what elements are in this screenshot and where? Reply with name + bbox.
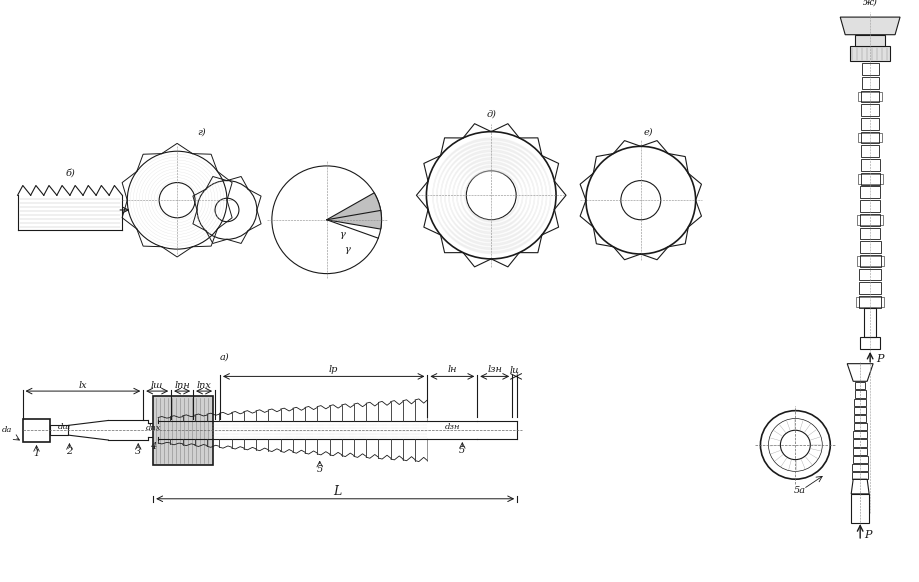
Text: L: L xyxy=(334,485,342,498)
Text: 5: 5 xyxy=(460,446,465,455)
Bar xyxy=(861,132,879,143)
Bar xyxy=(861,146,879,157)
Text: lпн: lпн xyxy=(175,381,190,390)
Bar xyxy=(857,297,884,307)
Wedge shape xyxy=(326,193,381,229)
Text: е): е) xyxy=(644,127,653,136)
Bar xyxy=(860,242,880,253)
Text: dзн: dзн xyxy=(445,423,460,431)
Text: 5: 5 xyxy=(316,465,323,474)
Bar xyxy=(850,47,891,61)
Bar xyxy=(862,63,879,75)
Text: lх: lх xyxy=(79,381,87,390)
Bar xyxy=(859,282,881,294)
Text: dш: dш xyxy=(58,423,71,431)
Bar xyxy=(859,255,880,267)
Bar xyxy=(864,308,876,337)
Bar xyxy=(855,382,866,389)
Text: lц: lц xyxy=(510,365,519,374)
Bar xyxy=(854,431,867,438)
Text: 2: 2 xyxy=(66,448,73,456)
Text: lш: lш xyxy=(151,381,164,390)
Bar xyxy=(851,494,869,523)
Bar xyxy=(858,133,882,143)
Bar xyxy=(854,423,867,430)
Text: lзн: lзн xyxy=(487,365,502,374)
Bar xyxy=(853,439,868,446)
Bar xyxy=(853,456,868,463)
Text: 1: 1 xyxy=(33,449,40,458)
Text: 3: 3 xyxy=(135,448,142,456)
Text: P: P xyxy=(877,354,884,364)
Text: dпх: dпх xyxy=(145,424,161,432)
Bar xyxy=(862,77,879,88)
Bar xyxy=(153,396,213,464)
Bar xyxy=(853,448,868,455)
Bar xyxy=(860,337,880,349)
Text: dа: dа xyxy=(2,426,13,434)
Bar xyxy=(51,425,68,435)
Text: lпх: lпх xyxy=(197,381,211,390)
Text: lн: lн xyxy=(448,365,457,374)
Bar xyxy=(861,159,879,171)
Text: γ: γ xyxy=(344,244,349,254)
Bar xyxy=(855,399,866,406)
Bar xyxy=(860,228,880,239)
Text: б): б) xyxy=(65,168,74,178)
Bar xyxy=(860,186,879,198)
Bar xyxy=(854,407,866,414)
Text: lр: lр xyxy=(329,365,338,374)
Bar xyxy=(852,472,868,479)
Bar xyxy=(855,391,866,398)
Bar xyxy=(23,418,51,442)
Bar xyxy=(857,174,883,183)
Text: 5а: 5а xyxy=(794,487,806,495)
Bar xyxy=(853,464,868,471)
Bar xyxy=(854,415,867,422)
Text: д): д) xyxy=(486,109,496,119)
Bar xyxy=(859,269,880,281)
Text: γ: γ xyxy=(339,230,345,239)
Bar xyxy=(856,35,885,47)
Bar xyxy=(857,215,883,225)
Bar xyxy=(857,256,884,266)
Text: 4: 4 xyxy=(150,442,156,452)
Bar xyxy=(858,91,882,101)
Text: г): г) xyxy=(198,127,207,136)
Text: P: P xyxy=(865,530,872,540)
Text: а): а) xyxy=(220,352,230,361)
Polygon shape xyxy=(840,17,900,35)
Bar xyxy=(861,104,879,116)
Bar xyxy=(860,200,880,212)
Bar xyxy=(860,214,880,226)
Bar xyxy=(861,91,879,102)
Bar xyxy=(859,296,881,308)
Text: ж): ж) xyxy=(863,0,878,7)
Bar xyxy=(860,173,879,184)
Bar xyxy=(861,118,879,130)
